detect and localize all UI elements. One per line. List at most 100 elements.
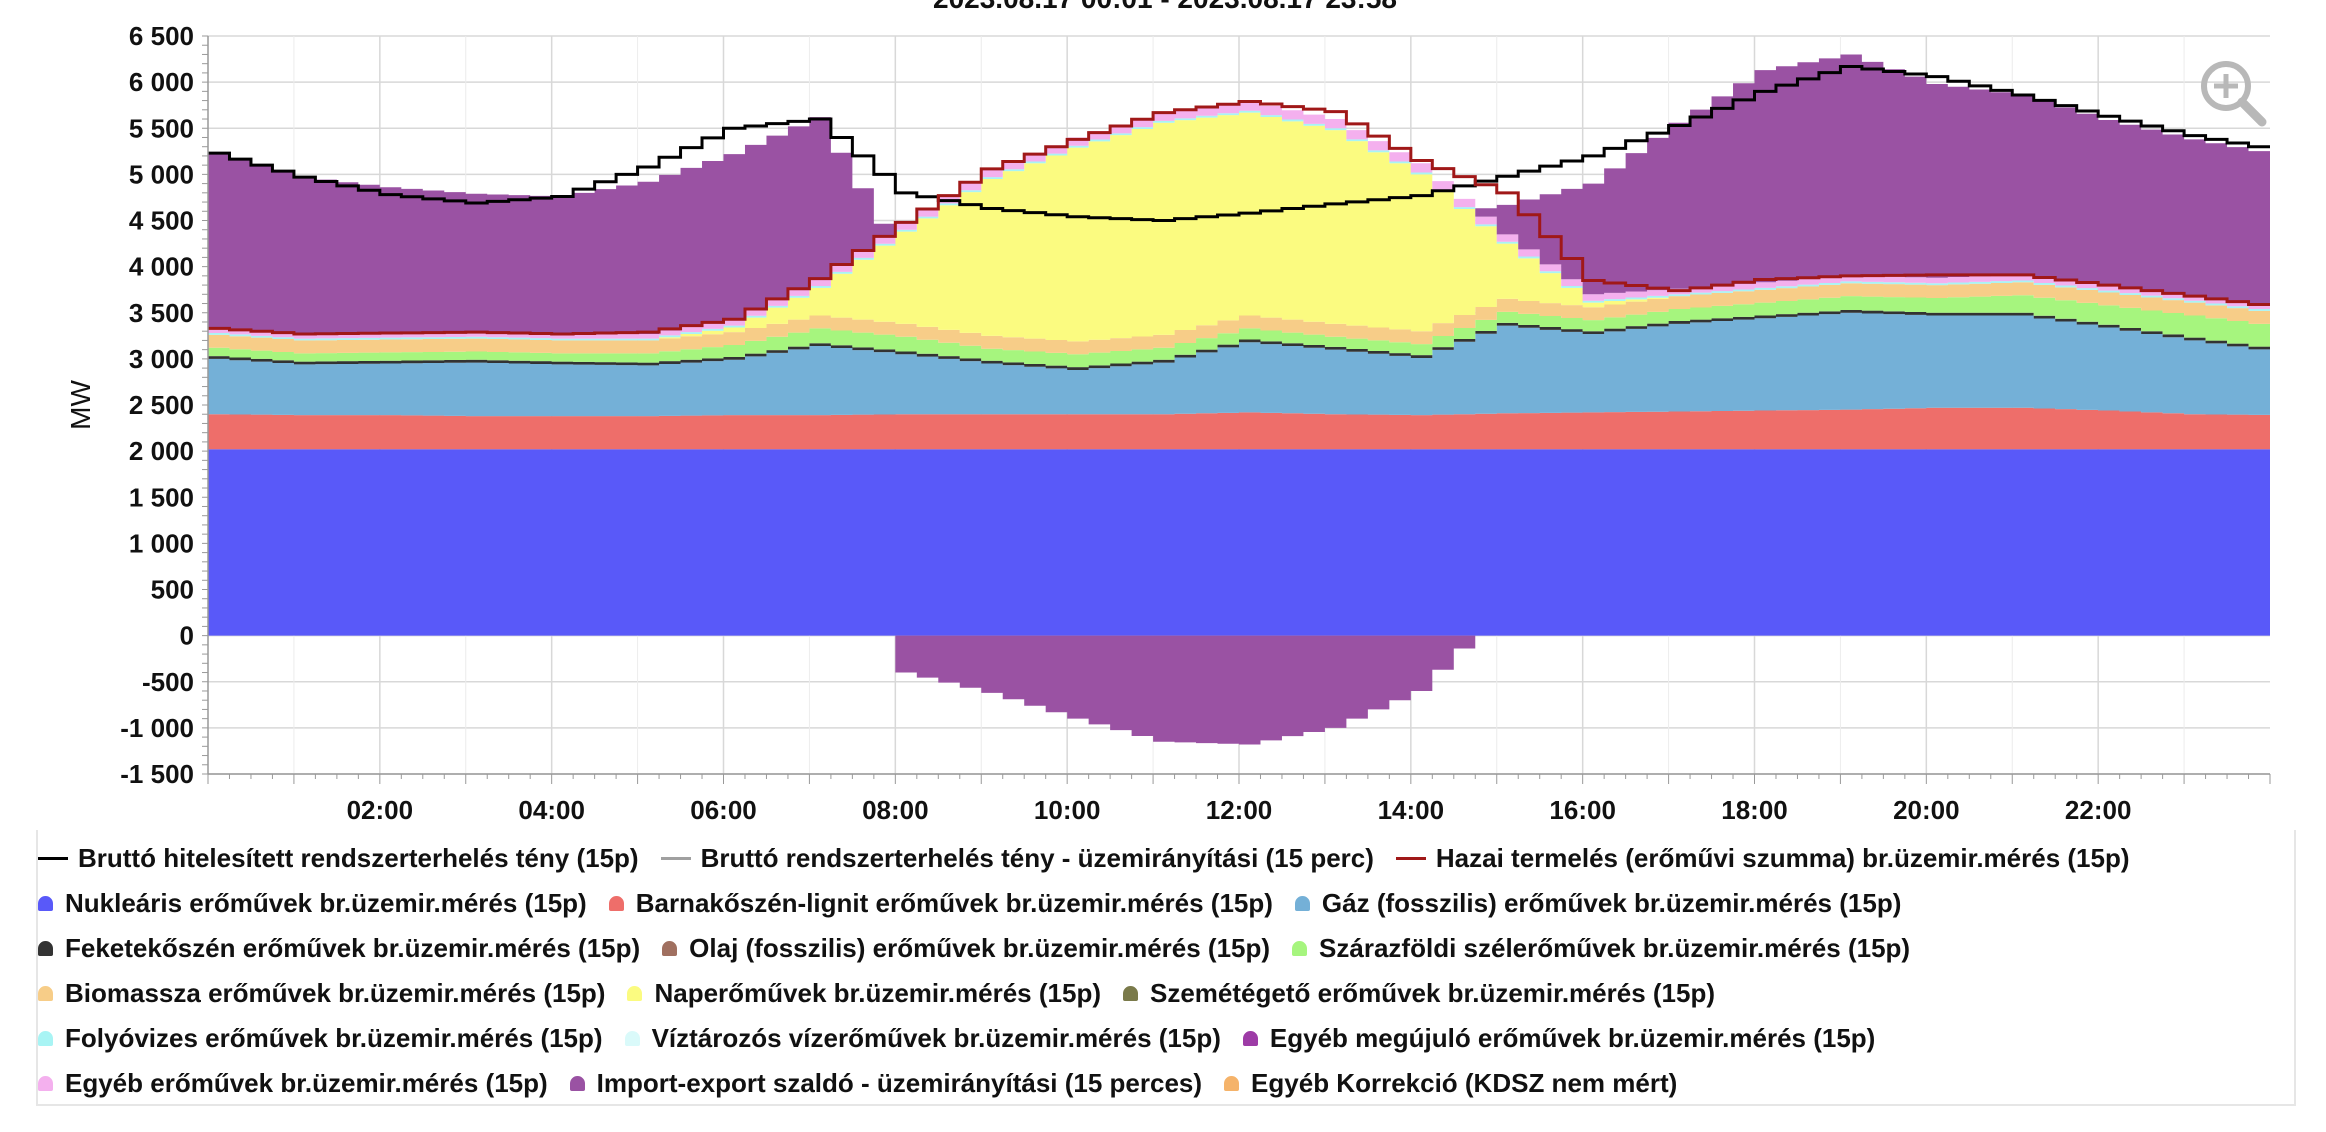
legend-item[interactable]: Szárazföldi szélerőművek br.üzemir.mérés…: [1292, 926, 1910, 971]
y-tick-label: 6 000: [129, 67, 194, 97]
legend-label: Folyóvizes erőművek br.üzemir.mérés (15p…: [65, 1023, 603, 1053]
y-tick-label: 5 000: [129, 159, 194, 189]
legend-line-symbol: [660, 857, 691, 860]
legend-frame: [36, 830, 2296, 1106]
y-tick-label: 4 000: [129, 252, 194, 282]
legend-color-symbol: [624, 1031, 640, 1046]
legend-label: Olaj (fosszilis) erőművek br.üzemir.méré…: [689, 933, 1271, 963]
area-series-0: [208, 449, 2270, 636]
legend-item[interactable]: Egyéb erőművek br.üzemir.mérés (15p): [38, 1061, 548, 1106]
legend-color-symbol: [38, 896, 53, 911]
legend-item[interactable]: Folyóvizes erőművek br.üzemir.mérés (15p…: [38, 1016, 603, 1061]
legend-color-symbol: [38, 1076, 53, 1091]
area-series-6: [208, 112, 2270, 342]
zoom-in-icon[interactable]: [2201, 61, 2267, 127]
legend-label: Nukleáris erőművek br.üzemir.mérés (15p): [65, 888, 587, 918]
legend-color-symbol: [38, 941, 53, 956]
x-tick-label: 08:00: [862, 795, 929, 825]
x-tick-label: 22:00: [2065, 795, 2132, 825]
legend-item[interactable]: Bruttó hitelesített rendszerterhelés tén…: [38, 836, 639, 881]
legend-label: Feketekőszén erőművek br.üzemir.mérés (1…: [65, 933, 641, 963]
legend-line-symbol: [38, 857, 68, 860]
area-series-9: [208, 54, 2270, 745]
legend-label: Egyéb erőművek br.üzemir.mérés (15p): [65, 1068, 548, 1098]
chart-legend: Bruttó hitelesített rendszerterhelés tén…: [38, 836, 2308, 1106]
legend-row: Egyéb erőművek br.üzemir.mérés (15p) Impo…: [38, 1061, 2308, 1106]
legend-line-symbol: [1395, 857, 1426, 860]
x-tick-label: 02:00: [347, 795, 414, 825]
legend-item[interactable]: Feketekőszén erőművek br.üzemir.mérés (1…: [38, 926, 640, 971]
legend-item[interactable]: Egyéb Korrekció (KDSZ nem mért): [1224, 1061, 1677, 1106]
legend-label: Víztározós vízerőművek br.üzemir.mérés (…: [651, 1023, 1221, 1053]
line-series-1: [208, 99, 2270, 336]
legend-item[interactable]: Szemétégető erőművek br.üzemir.mérés (15…: [1123, 971, 1715, 1016]
x-tick-label: 10:00: [1034, 795, 1101, 825]
legend-row: Nukleáris erőművek br.üzemir.mérés (15p)…: [38, 881, 2308, 926]
legend-label: Bruttó rendszerterhelés tény - üzemirány…: [700, 843, 1374, 873]
legend-label: Naperőművek br.üzemir.mérés (15p): [654, 978, 1101, 1008]
legend-label: Bruttó hitelesített rendszerterhelés tén…: [78, 843, 639, 873]
chart-header-text: 2023.08.17 00:01 - 2023.08.17 23:58: [933, 0, 1397, 14]
y-tick-label: 0: [180, 621, 194, 651]
legend-label: Biomassza erőművek br.üzemir.mérés (15p): [65, 978, 606, 1008]
legend-color-symbol: [608, 896, 624, 911]
legend-item[interactable]: Egyéb megújuló erőművek br.üzemir.mérés …: [1242, 1016, 1876, 1061]
legend-row: Biomassza erőművek br.üzemir.mérés (15p)…: [38, 971, 2308, 1016]
legend-item[interactable]: Biomassza erőművek br.üzemir.mérés (15p): [38, 971, 605, 1016]
y-axis-label: MW: [65, 380, 96, 430]
legend-color-symbol: [1224, 1076, 1240, 1091]
legend-color-symbol: [38, 986, 53, 1001]
legend-item[interactable]: Naperőművek br.üzemir.mérés (15p): [627, 971, 1101, 1016]
x-tick-label: 16:00: [1549, 795, 1616, 825]
y-tick-label: -1 500: [120, 759, 194, 789]
x-tick-label: 12:00: [1206, 795, 1273, 825]
legend-item[interactable]: Barnakőszén-lignit erőművek br.üzemir.mé…: [608, 881, 1273, 926]
legend-color-symbol: [627, 986, 643, 1001]
legend-item[interactable]: Víztározós vízerőművek br.üzemir.mérés (…: [624, 1016, 1221, 1061]
y-tick-label: 1 500: [129, 482, 194, 512]
y-tick-label: 6 500: [129, 21, 194, 51]
x-tick-label: 06:00: [690, 795, 757, 825]
x-tick-label: 04:00: [518, 795, 585, 825]
y-tick-label: 500: [151, 575, 194, 605]
stacked-area-chart: 2023.08.17 00:01 - 2023.08.17 23:58 6 500…: [65, 0, 2271, 825]
legend-item[interactable]: Import-export szaldó - üzemirányítási (1…: [569, 1061, 1203, 1106]
area-series-1: [208, 407, 2270, 450]
legend-row: Folyóvizes erőművek br.üzemir.mérés (15p…: [38, 1016, 2308, 1061]
legend-item[interactable]: Gáz (fosszilis) erőművek br.üzemir.mérés…: [1294, 881, 1902, 926]
y-tick-label: 5 500: [129, 113, 194, 143]
y-tick-label: 3 000: [129, 344, 194, 374]
legend-row: Feketekőszén erőművek br.üzemir.mérés (1…: [38, 926, 2308, 971]
legend-label: Egyéb megújuló erőművek br.üzemir.mérés …: [1269, 1023, 1876, 1053]
line-series-0: [208, 64, 2270, 222]
y-tick-label: -500: [142, 667, 194, 697]
legend-color-symbol: [1123, 986, 1138, 1001]
area-series-2: [208, 312, 2270, 417]
legend-item[interactable]: Hazai termelés (erőművi szumma) br.üzemi…: [1395, 836, 2130, 881]
legend-label: Import-export szaldó - üzemirányítási (1…: [596, 1068, 1203, 1098]
legend-label: Egyéb Korrekció (KDSZ nem mért): [1251, 1068, 1678, 1098]
legend-item[interactable]: Bruttó rendszerterhelés tény - üzemirány…: [660, 836, 1374, 881]
legend-color-symbol: [662, 941, 678, 956]
legend-color-symbol: [1242, 1031, 1258, 1046]
legend-label: Szárazföldi szélerőművek br.üzemir.mérés…: [1319, 933, 1911, 963]
x-tick-label: 18:00: [1721, 795, 1788, 825]
legend-color-symbol: [569, 1076, 585, 1091]
x-tick-label: 20:00: [1893, 795, 1960, 825]
legend-label: Szemétégető erőművek br.üzemir.mérés (15…: [1150, 978, 1716, 1008]
legend-color-symbol: [1292, 941, 1308, 956]
y-tick-label: 2 000: [129, 436, 194, 466]
legend-item[interactable]: Olaj (fosszilis) erőművek br.üzemir.méré…: [662, 926, 1270, 971]
x-tick-label: 14:00: [1378, 795, 1445, 825]
y-tick-label: 4 500: [129, 206, 194, 236]
legend-color-symbol: [1294, 896, 1310, 911]
y-tick-label: 1 000: [129, 528, 194, 558]
legend-label: Hazai termelés (erőművi szumma) br.üzemi…: [1435, 843, 2130, 873]
legend-item[interactable]: Nukleáris erőművek br.üzemir.mérés (15p): [38, 881, 587, 926]
legend-label: Barnakőszén-lignit erőművek br.üzemir.mé…: [635, 888, 1273, 918]
legend-color-symbol: [38, 1031, 53, 1046]
y-tick-label: 2 500: [129, 390, 194, 420]
legend-label: Gáz (fosszilis) erőművek br.üzemir.mérés…: [1321, 888, 1902, 918]
y-tick-label: -1 000: [120, 713, 194, 743]
